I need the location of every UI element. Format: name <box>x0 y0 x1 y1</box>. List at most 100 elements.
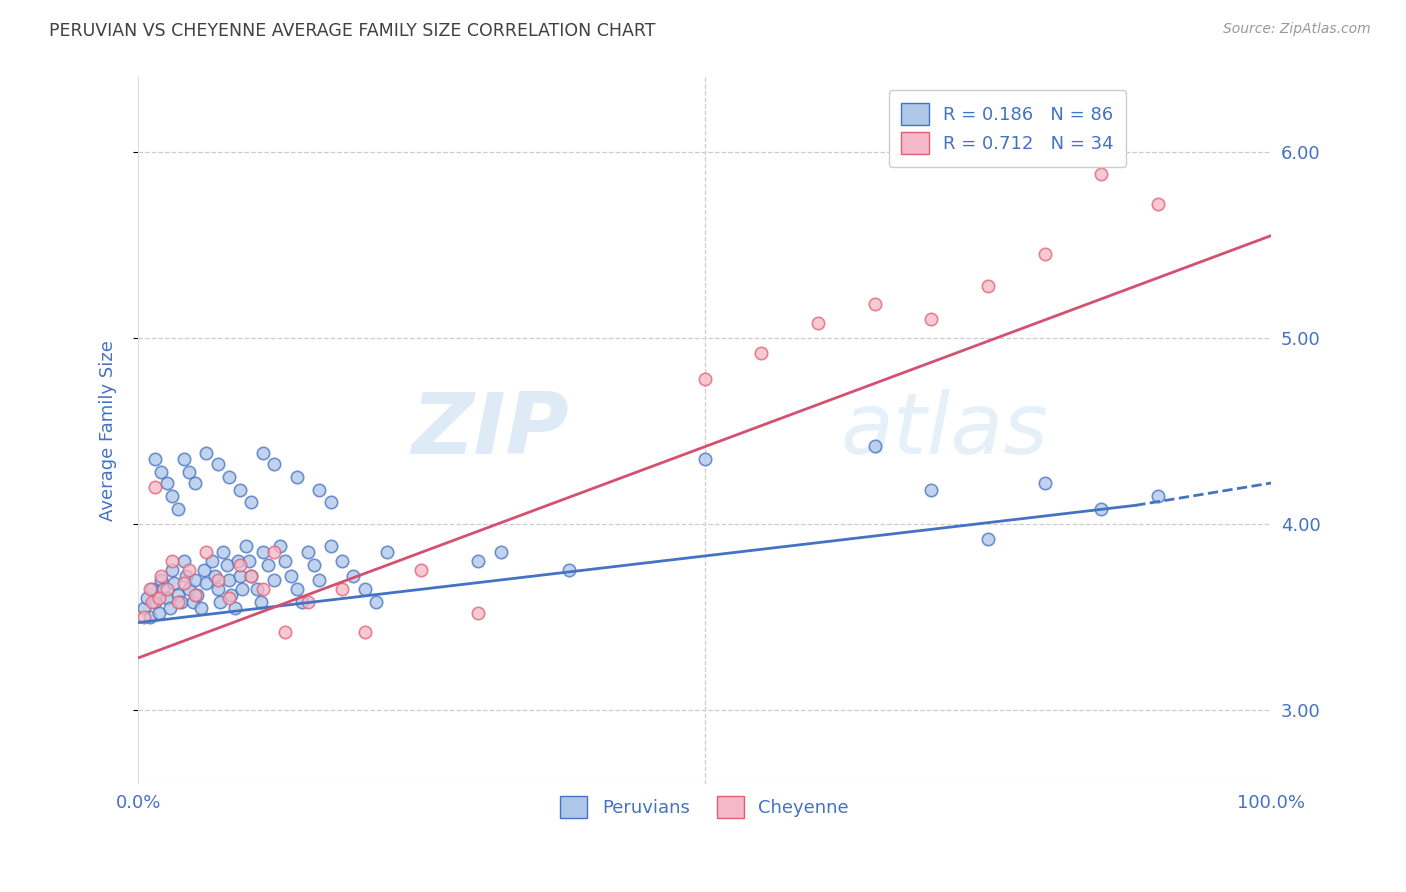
Point <box>269 539 291 553</box>
Text: atlas: atlas <box>841 390 1049 473</box>
Point <box>215 558 238 572</box>
Point <box>342 569 364 583</box>
Point <box>252 582 274 596</box>
Point <box>184 476 207 491</box>
Point <box>308 483 330 498</box>
Point <box>226 554 249 568</box>
Point <box>297 545 319 559</box>
Point <box>366 595 388 609</box>
Point <box>274 554 297 568</box>
Point <box>195 576 218 591</box>
Point <box>252 446 274 460</box>
Point <box>155 591 177 606</box>
Point <box>160 564 183 578</box>
Point <box>229 558 252 572</box>
Point <box>218 470 240 484</box>
Point <box>319 494 342 508</box>
Point <box>280 569 302 583</box>
Point <box>207 582 229 596</box>
Point <box>195 545 218 559</box>
Point <box>184 588 207 602</box>
Point <box>467 554 489 568</box>
Point <box>558 564 581 578</box>
Point <box>207 573 229 587</box>
Point <box>166 595 188 609</box>
Legend: Peruvians, Cheyenne: Peruvians, Cheyenne <box>553 789 856 825</box>
Point <box>166 502 188 516</box>
Point <box>263 573 285 587</box>
Point <box>330 554 353 568</box>
Point <box>179 582 201 596</box>
Point <box>693 451 716 466</box>
Point <box>218 591 240 606</box>
Point <box>193 564 215 578</box>
Point <box>143 451 166 466</box>
Point <box>149 573 172 587</box>
Point <box>141 582 163 596</box>
Point <box>155 476 177 491</box>
Point <box>149 569 172 583</box>
Point <box>291 595 314 609</box>
Point <box>204 569 226 583</box>
Point <box>285 470 308 484</box>
Point <box>920 483 942 498</box>
Point <box>249 595 271 609</box>
Point <box>231 582 253 596</box>
Text: Source: ZipAtlas.com: Source: ZipAtlas.com <box>1223 22 1371 37</box>
Point <box>240 569 263 583</box>
Point <box>195 446 218 460</box>
Point <box>160 489 183 503</box>
Point <box>152 582 174 596</box>
Point <box>274 624 297 639</box>
Point <box>219 588 242 602</box>
Point <box>285 582 308 596</box>
Point <box>155 582 177 596</box>
Point <box>1033 247 1056 261</box>
Point <box>411 564 433 578</box>
Point <box>159 600 181 615</box>
Point <box>246 582 269 596</box>
Point <box>751 346 773 360</box>
Point <box>1090 167 1112 181</box>
Point <box>863 439 886 453</box>
Point <box>138 582 160 596</box>
Y-axis label: Average Family Size: Average Family Size <box>100 341 117 521</box>
Point <box>186 588 208 602</box>
Point <box>1033 476 1056 491</box>
Point <box>201 554 224 568</box>
Point <box>212 545 235 559</box>
Point <box>190 600 212 615</box>
Point <box>1147 489 1170 503</box>
Point <box>224 600 246 615</box>
Point <box>163 576 186 591</box>
Point <box>240 494 263 508</box>
Point <box>330 582 353 596</box>
Point <box>353 624 375 639</box>
Point <box>240 569 263 583</box>
Point <box>149 465 172 479</box>
Point <box>467 607 489 621</box>
Point <box>319 539 342 553</box>
Point <box>263 458 285 472</box>
Point <box>229 483 252 498</box>
Point <box>257 558 280 572</box>
Point <box>179 564 201 578</box>
Point <box>179 465 201 479</box>
Text: ZIP: ZIP <box>411 390 569 473</box>
Point <box>148 591 170 606</box>
Point <box>136 591 159 606</box>
Point <box>173 451 195 466</box>
Point <box>252 545 274 559</box>
Text: PERUVIAN VS CHEYENNE AVERAGE FAMILY SIZE CORRELATION CHART: PERUVIAN VS CHEYENNE AVERAGE FAMILY SIZE… <box>49 22 655 40</box>
Point <box>141 595 163 609</box>
Point <box>235 539 257 553</box>
Point <box>174 569 197 583</box>
Point <box>377 545 399 559</box>
Point <box>132 610 155 624</box>
Point <box>1147 197 1170 211</box>
Point <box>489 545 512 559</box>
Point <box>308 573 330 587</box>
Point <box>920 312 942 326</box>
Point <box>297 595 319 609</box>
Point <box>863 297 886 311</box>
